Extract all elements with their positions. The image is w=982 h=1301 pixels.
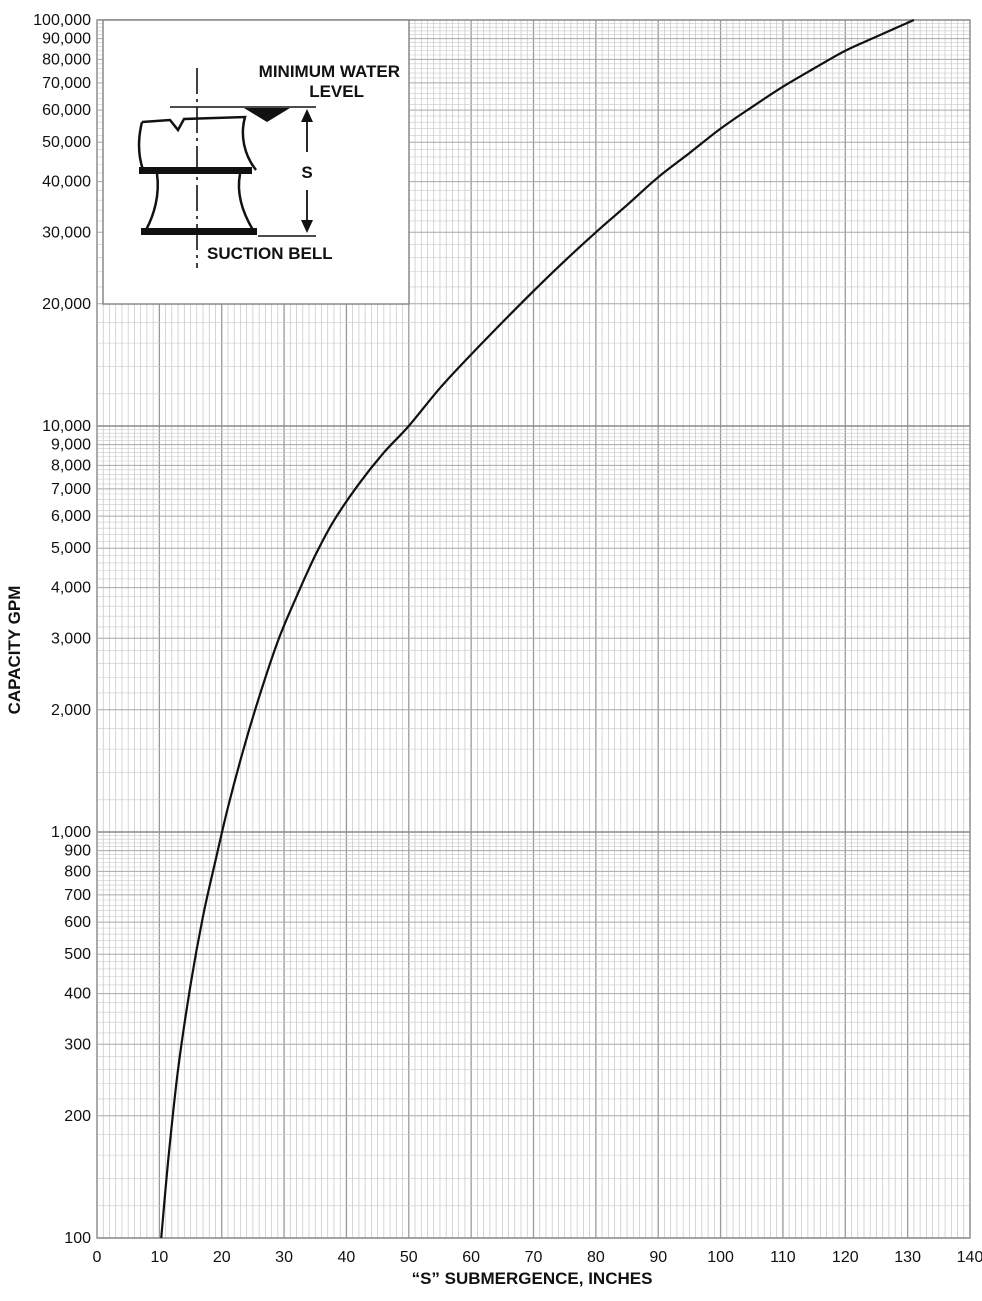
y-tick-label: 100,000	[33, 12, 91, 29]
y-tick-label: 300	[64, 1036, 91, 1053]
y-tick-label: 80,000	[42, 51, 91, 68]
minimum-water-label-line1: MINIMUM WATER	[259, 62, 400, 81]
y-tick-label: 9,000	[51, 437, 91, 454]
x-tick-label: 20	[213, 1249, 231, 1266]
y-tick-label: 1,000	[51, 824, 91, 841]
y-tick-label: 70,000	[42, 75, 91, 92]
plot-frame	[96, 19, 971, 1239]
y-tick-label: 600	[64, 914, 91, 931]
y-axis-ticks: 100 200 300 400 500 600 700 800 900 1,000 2,000 3,0…	[33, 12, 91, 1247]
series-line	[160, 18, 915, 1239]
x-tick-label: 100	[707, 1249, 734, 1266]
y-tick-label: 90,000	[42, 31, 91, 48]
y-tick-label: 30,000	[42, 224, 91, 241]
dimension-arrow-up-icon	[301, 109, 313, 122]
y-tick-label: 200	[64, 1108, 91, 1125]
y-tick-label: 8,000	[51, 457, 91, 474]
y-tick-label: 50,000	[42, 134, 91, 151]
inset-box	[102, 19, 410, 305]
y-tick-label: 400	[64, 986, 91, 1003]
water-level-triangle	[244, 108, 290, 122]
y-axis-title: CAPACITY GPM	[5, 586, 24, 715]
y-tick-label: 40,000	[42, 174, 91, 191]
y-tick-label: 20,000	[42, 296, 91, 313]
x-tick-label: 30	[275, 1249, 293, 1266]
y-tick-label: 6,000	[51, 508, 91, 525]
x-tick-label: 0	[93, 1249, 102, 1266]
y-tick-label: 60,000	[42, 102, 91, 119]
x-tick-label: 120	[832, 1249, 859, 1266]
y-tick-label: 2,000	[51, 702, 91, 719]
x-tick-label: 10	[150, 1249, 168, 1266]
minimum-water-label-line2: LEVEL	[309, 82, 364, 101]
y-tick-label: 800	[64, 863, 91, 880]
x-tick-label: 50	[400, 1249, 418, 1266]
x-tick-label: 130	[894, 1249, 921, 1266]
y-tick-label: 900	[64, 843, 91, 860]
x-tick-label: 40	[338, 1249, 356, 1266]
x-tick-label: 60	[462, 1249, 480, 1266]
x-axis-ticks: 0 10 20 30 40 50 60 70 80 90 100 110 120 130 140	[93, 1249, 982, 1266]
y-tick-label: 500	[64, 946, 91, 963]
y-tick-label: 700	[64, 887, 91, 904]
x-tick-label: 70	[525, 1249, 543, 1266]
submergence-diagram: MINIMUM WATER LEVEL S SUCTION BELL	[102, 19, 410, 305]
x-tick-label: 80	[587, 1249, 605, 1266]
suction-bell-outline	[144, 173, 255, 231]
y-tick-label: 4,000	[51, 580, 91, 597]
x-tick-label: 90	[649, 1249, 667, 1266]
y-tick-label: 10,000	[42, 418, 91, 435]
series-layer	[160, 18, 915, 1239]
y-tick-label: 3,000	[51, 630, 91, 647]
column-flange-bar	[139, 167, 252, 174]
x-tick-label: 110	[770, 1249, 796, 1266]
suction-bell-bar	[141, 228, 257, 235]
suction-bell-label: SUCTION BELL	[207, 244, 333, 263]
submergence-s-label: S	[301, 163, 312, 182]
dimension-arrow-down-icon	[301, 220, 313, 233]
y-tick-label: 5,000	[51, 540, 91, 557]
pump-column-outline	[137, 115, 257, 171]
x-tick-label: 140	[957, 1249, 982, 1266]
y-tick-label: 100	[64, 1230, 91, 1247]
x-axis-title: “S” SUBMERGENCE, INCHES	[412, 1269, 653, 1288]
y-tick-label: 7,000	[51, 481, 91, 498]
